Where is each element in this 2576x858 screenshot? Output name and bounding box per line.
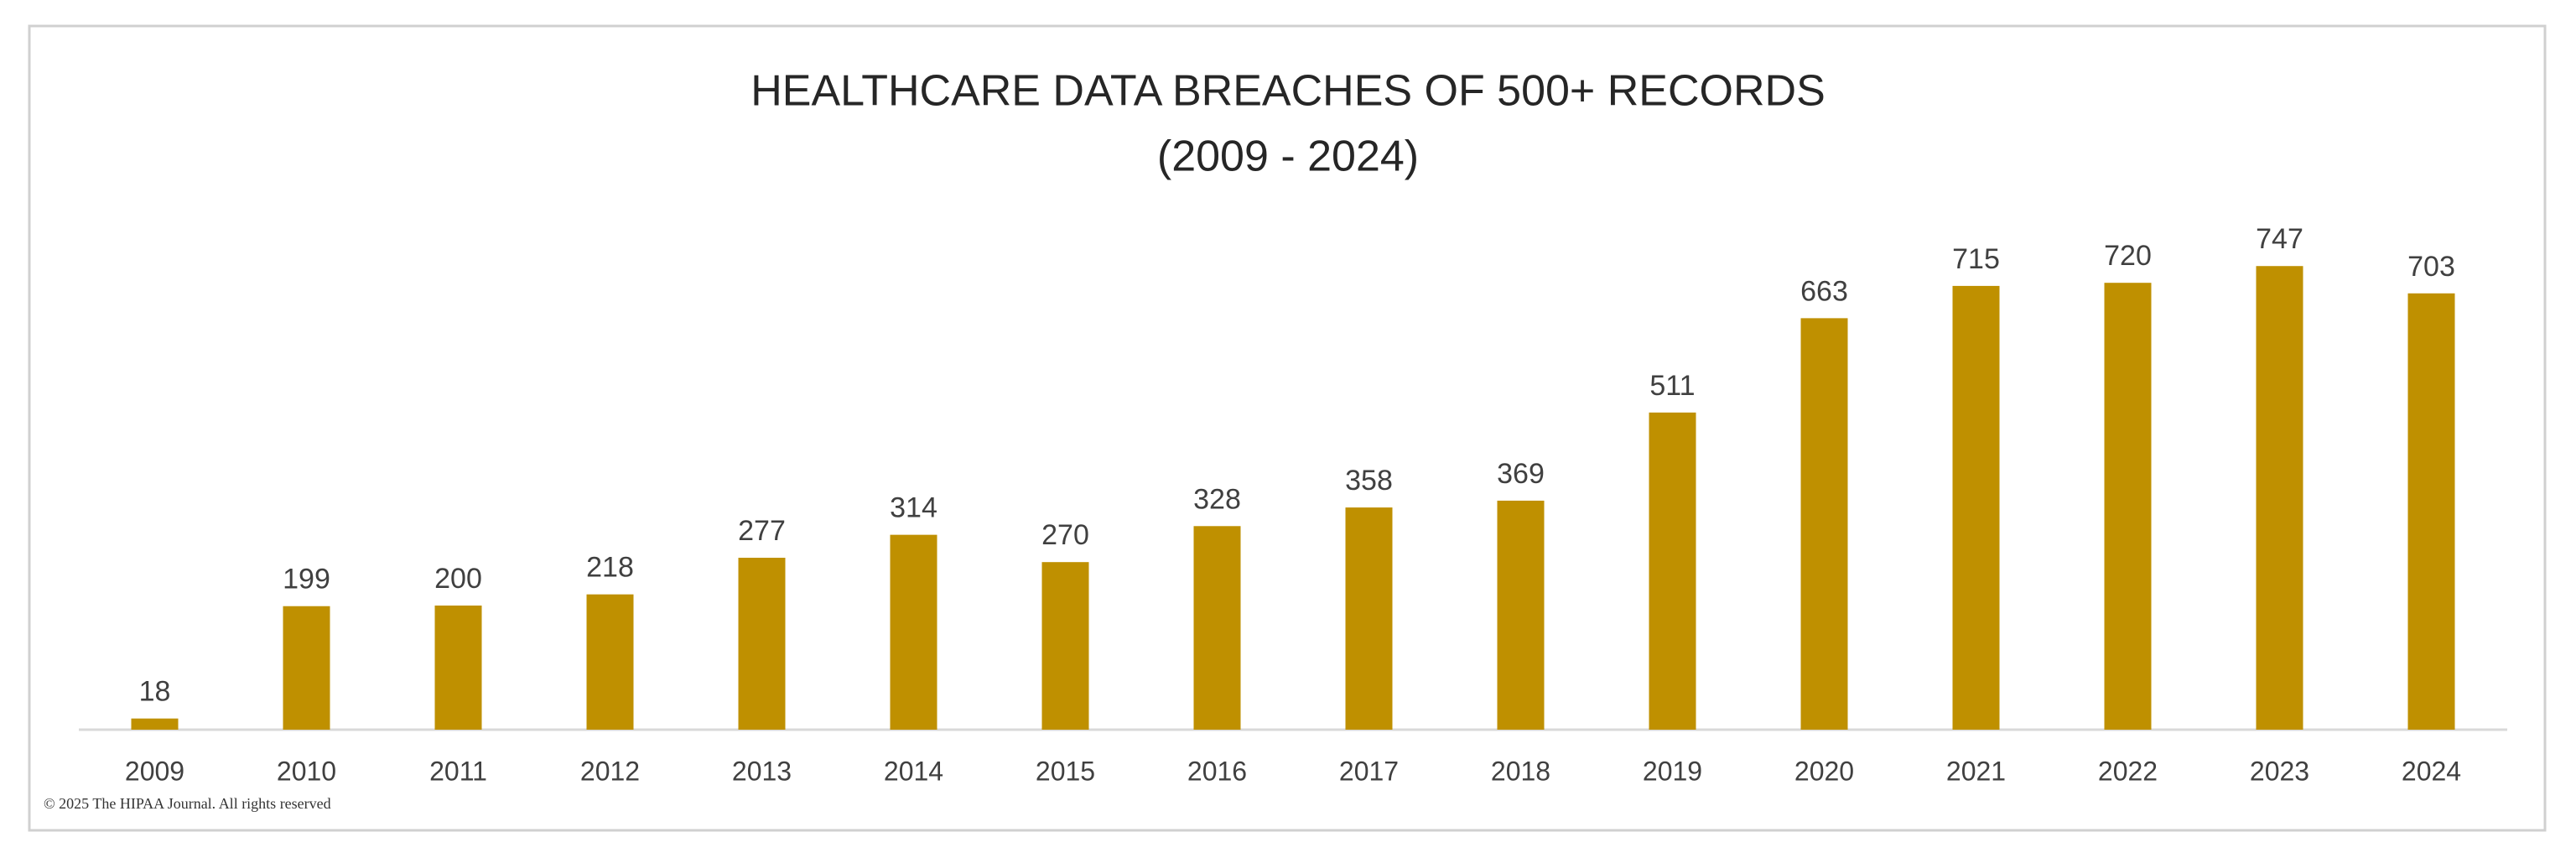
bar [1041,562,1089,730]
x-tick-label: 2023 [2250,756,2309,786]
data-label: 314 [890,492,937,524]
data-label: 358 [1345,465,1393,497]
data-label: 511 [1649,370,1695,402]
x-tick-label: 2013 [732,756,792,786]
data-label: 199 [283,564,330,595]
x-tick-label: 2022 [2098,756,2158,786]
bar [2256,266,2303,731]
x-tick-label: 2014 [884,756,943,786]
x-tick-label: 2019 [1643,756,1702,786]
bar [738,558,786,730]
data-label: 18 [139,676,171,708]
bar [586,594,634,730]
data-label: 747 [2256,223,2303,255]
bar [1193,526,1241,730]
x-tick-label: 2017 [1339,756,1399,786]
x-tick-label: 2015 [1036,756,1095,786]
x-tick-label: 2009 [125,756,184,786]
data-label: 277 [738,515,786,547]
data-label: 200 [434,563,482,595]
data-label: 663 [1800,275,1848,307]
bar [1952,285,2000,730]
chart-title: HEALTHCARE DATA BREACHES OF 500+ RECORDS [750,67,1826,116]
bar [1800,318,1848,730]
bar [434,606,482,730]
data-label: 715 [1952,243,2000,275]
bar [2104,283,2152,730]
copyright: © 2025 The HIPAA Journal. All rights res… [44,795,331,812]
x-tick-label: 2020 [1794,756,1854,786]
data-label: 720 [2104,240,2152,272]
bar [1649,412,1696,730]
bar [283,606,330,730]
data-label: 270 [1041,519,1089,551]
bar [131,718,179,730]
data-label: 369 [1497,458,1545,490]
bar [1345,507,1393,730]
chart-subtitle: (2009 - 2024) [1157,133,1419,181]
bar [2407,293,2455,730]
x-tick-label: 2024 [2402,756,2461,786]
bar [890,534,937,730]
x-tick-label: 2012 [580,756,640,786]
x-tick-label: 2010 [277,756,336,786]
data-label: 218 [586,552,634,584]
data-label: 328 [1193,483,1241,515]
data-label: 703 [2407,251,2455,283]
x-tick-label: 2016 [1187,756,1247,786]
x-tick-label: 2011 [429,756,487,786]
bar [1497,500,1545,730]
x-tick-label: 2018 [1491,756,1550,786]
x-tick-label: 2021 [1946,756,2006,786]
